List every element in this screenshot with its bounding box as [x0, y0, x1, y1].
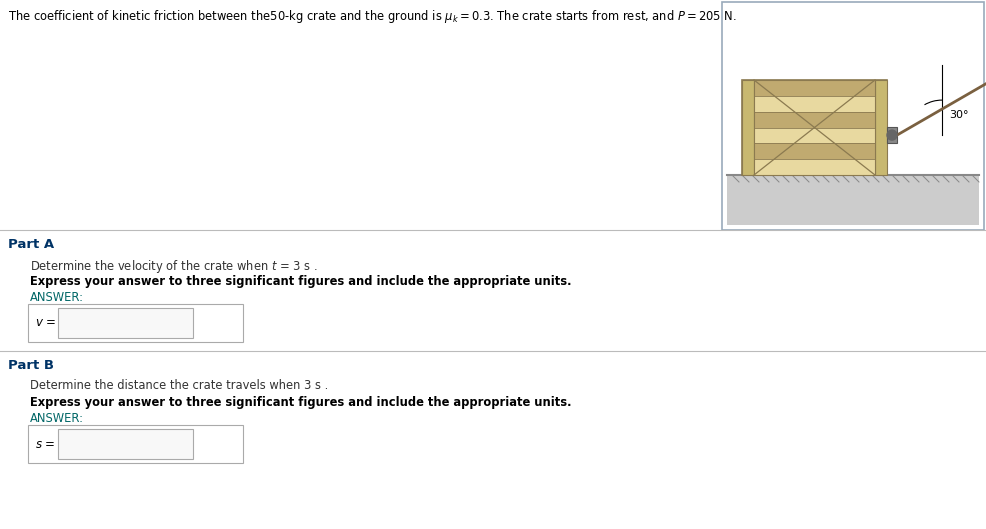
Bar	[753, 80, 875, 96]
Bar	[753, 96, 875, 112]
Text: Express your answer to three significant figures and include the appropriate uni: Express your answer to three significant…	[30, 396, 571, 409]
Text: The coefficient of kinetic friction between the50-kg crate and the ground is $\m: The coefficient of kinetic friction betw…	[8, 8, 737, 25]
Text: Determine the velocity of the crate when $t$ = 3 s .: Determine the velocity of the crate when…	[30, 258, 317, 275]
Text: ANSWER:: ANSWER:	[30, 291, 84, 304]
Bar	[753, 112, 875, 127]
Bar	[58, 429, 193, 459]
Text: $s$ =: $s$ =	[35, 437, 55, 451]
Bar	[753, 127, 875, 143]
Circle shape	[886, 130, 896, 140]
Text: Express your answer to three significant figures and include the appropriate uni: Express your answer to three significant…	[30, 275, 571, 288]
Text: $v$ =: $v$ =	[35, 316, 56, 330]
Bar	[753, 80, 875, 175]
Bar	[741, 80, 753, 175]
Bar	[722, 2, 983, 230]
Text: Part A: Part A	[8, 238, 54, 251]
Bar	[58, 308, 193, 338]
Text: Part B: Part B	[8, 359, 54, 372]
Text: Determine the distance the crate travels when 3 s .: Determine the distance the crate travels…	[30, 379, 328, 392]
Bar	[741, 80, 886, 175]
Bar	[28, 304, 243, 342]
Bar	[727, 175, 978, 225]
Bar	[28, 425, 243, 463]
Bar	[886, 127, 896, 143]
Text: ANSWER:: ANSWER:	[30, 412, 84, 425]
Bar	[753, 159, 875, 175]
Text: 30°: 30°	[948, 110, 967, 120]
Bar	[753, 143, 875, 159]
Bar	[875, 80, 886, 175]
